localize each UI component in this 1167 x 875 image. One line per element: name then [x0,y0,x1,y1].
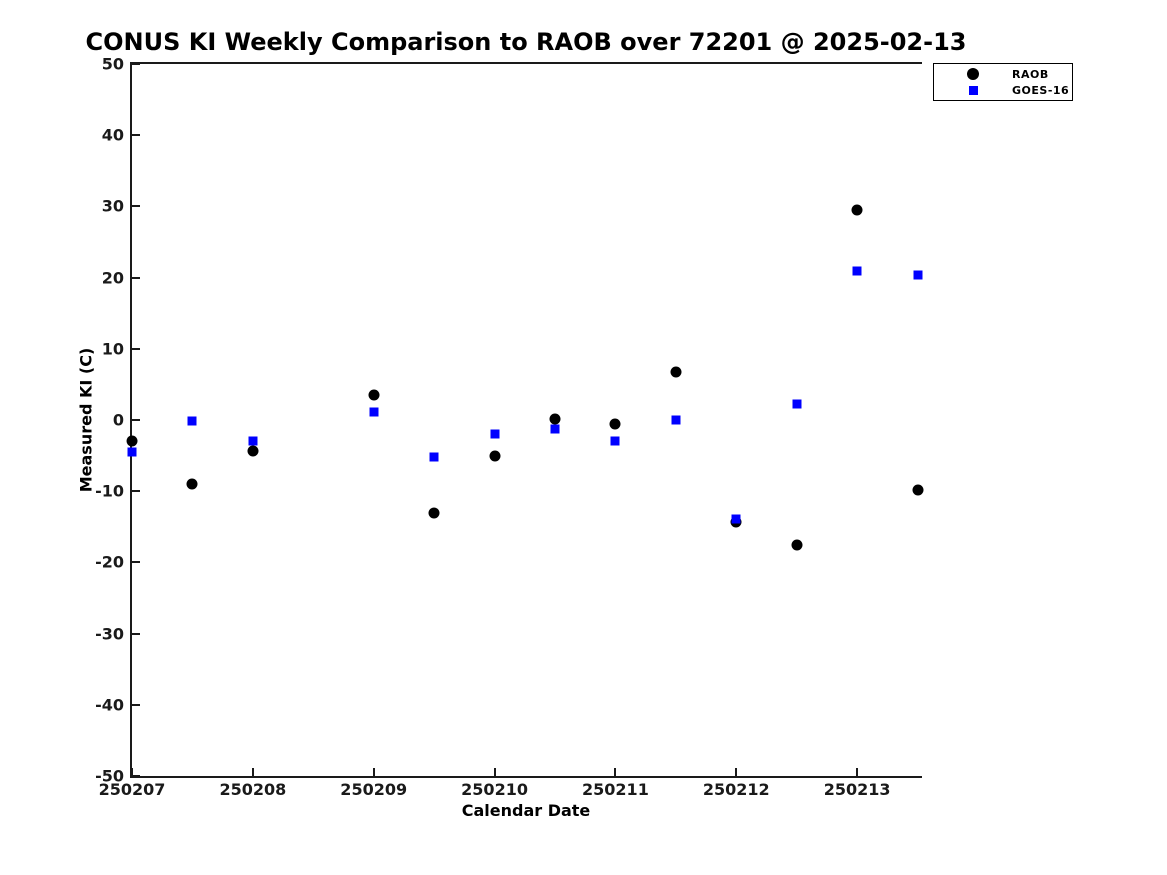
y-tick-mark [132,205,140,208]
data-point-raob [428,507,440,519]
y-tick-mark [132,63,140,65]
y-tick-label: 20 [101,268,124,288]
y-tick-label: -30 [95,624,124,644]
data-point-goes16 [731,514,741,524]
x-axis-label: Calendar Date [461,801,591,820]
data-point-goes16 [127,447,137,457]
x-tick-label: 250207 [98,780,166,799]
data-point-goes16 [550,424,560,434]
y-tick-label: -10 [95,481,124,501]
y-tick-mark [132,561,140,564]
x-tick-label: 250208 [219,780,287,799]
x-tick-mark [856,768,859,776]
data-point-raob [247,445,259,457]
data-point-goes16 [490,429,500,439]
chart-title: CONUS KI Weekly Comparison to RAOB over … [85,28,967,56]
x-tick-mark [614,768,617,776]
legend-marker-column [934,85,1012,95]
y-tick-mark [132,347,140,350]
x-tick-label: 250212 [702,780,770,799]
x-tick-mark [372,768,375,776]
y-tick-mark [132,134,140,137]
top-axis-line [130,62,922,64]
data-point-goes16 [792,399,802,409]
y-tick-label: -20 [95,552,124,572]
raob-circle-marker-icon [967,68,979,80]
x-tick-label: 250209 [340,780,408,799]
y-tick-mark [132,276,140,279]
legend: RAOB GOES-16 [933,63,1073,101]
data-point-raob [126,435,138,447]
data-point-goes16 [429,452,439,462]
data-point-goes16 [248,436,258,446]
data-point-raob [851,204,863,216]
data-point-goes16 [852,266,862,276]
x-tick-label: 250213 [823,780,891,799]
y-tick-mark [132,703,140,706]
legend-entry-raob: RAOB [934,67,1072,82]
y-tick-label: -50 [95,766,124,786]
data-point-goes16 [610,436,620,446]
y-tick-label: 50 [101,54,124,74]
goes16-square-marker-icon [968,85,978,95]
data-point-goes16 [187,416,197,426]
y-axis-label: Measured KI (C) [76,347,96,493]
x-tick-mark [493,768,496,776]
y-tick-label: 40 [101,125,124,145]
y-tick-mark [132,775,140,777]
data-point-raob [670,366,682,378]
y-tick-mark [132,490,140,493]
data-point-raob [368,389,380,401]
data-point-raob [791,539,803,551]
y-tick-label: 30 [101,196,124,216]
data-point-raob [186,478,198,490]
data-point-raob [609,418,621,430]
data-point-goes16 [671,415,681,425]
y-tick-mark [132,632,140,635]
x-tick-label: 250210 [461,780,528,799]
x-tick-mark [735,768,738,776]
x-axis-line [130,776,922,778]
x-tick-mark [251,768,254,776]
y-tick-label: 10 [101,339,124,359]
plot-area: 50 40 30 20 10 0 -10 -20 -30 -40 -50 250207 250208 25… [95,55,924,799]
data-point-raob [489,450,501,462]
x-tick-label: 250211 [582,780,649,799]
x-tick-mark [131,768,133,776]
y-axis-line [130,62,132,778]
y-tick-label: -40 [95,695,124,715]
y-tick-label: 0 [112,410,124,430]
legend-label-goes16: GOES-16 [1012,83,1070,97]
data-point-goes16 [913,270,923,280]
y-tick-mark [132,419,140,421]
legend-label-raob: RAOB [1012,67,1049,81]
data-point-raob [549,413,561,425]
data-point-goes16 [369,407,379,417]
data-point-raob [912,484,924,496]
legend-marker-column [934,68,1012,80]
legend-entry-goes16: GOES-16 [934,83,1072,98]
